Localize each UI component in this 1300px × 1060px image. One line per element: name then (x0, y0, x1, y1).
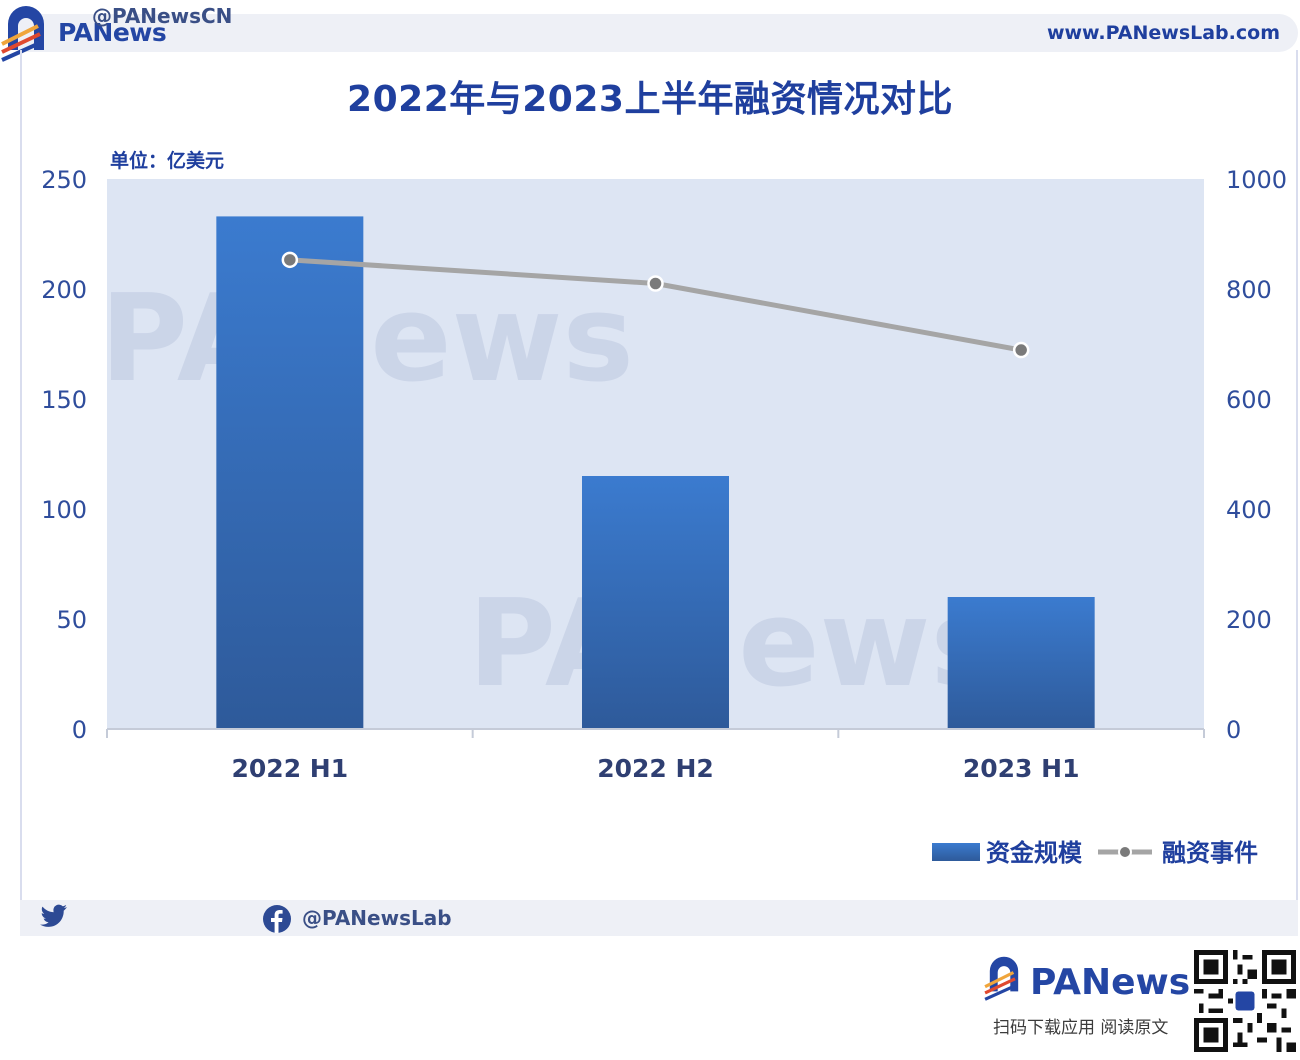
header-bar (18, 14, 1298, 52)
y-right-tick-label: 400 (1226, 496, 1272, 524)
facebook-icon[interactable] (262, 904, 292, 934)
x-category-label: 2022 H2 (597, 754, 714, 783)
footer-logo-news: News (1080, 962, 1191, 1003)
footer-logo-icon (984, 956, 1019, 1001)
unit-label: 单位：亿美元 (110, 150, 225, 172)
site-url[interactable]: www.PANewsLab.com (1046, 22, 1280, 44)
chart-title: 2022年与2023上半年融资情况对比 (347, 79, 953, 120)
bar-2022-h2 (582, 476, 729, 729)
y-right-tick-label: 200 (1226, 606, 1272, 634)
x-category-label: 2023 H1 (963, 754, 1080, 783)
qr-code-icon[interactable] (1194, 950, 1296, 1052)
y-right-tick-label: 800 (1226, 276, 1272, 304)
y-right-tick-label: 600 (1226, 386, 1272, 414)
panews-logo-icon (1, 6, 44, 62)
bar-2022-h1 (216, 216, 364, 729)
y-right-tick-label: 1000 (1226, 166, 1287, 194)
social-bar (20, 900, 1298, 936)
y-left-tick-label: 250 (41, 166, 87, 194)
legend-line-label: 融资事件 (1162, 839, 1258, 867)
line-point-2022-h1 (281, 251, 299, 269)
y-left-tick-label: 0 (72, 716, 87, 744)
brand-news: News (92, 18, 167, 47)
watermark-middle: PANews (468, 575, 1002, 714)
legend-line-marker (1118, 845, 1132, 859)
y-left-tick-label: 100 (41, 496, 87, 524)
facebook-handle[interactable]: @PANewsLab (302, 906, 452, 930)
twitter-icon[interactable] (38, 904, 68, 930)
footer-logo-text: PANews (1030, 962, 1190, 1003)
y-left-tick-label: 200 (41, 276, 87, 304)
footer-caption: 扫码下载应用 阅读原文 (993, 1018, 1169, 1038)
watermark-top: PANews (100, 270, 634, 409)
y-right-tick-label: 0 (1226, 716, 1241, 744)
legend-bar-swatch (932, 843, 980, 861)
twitter-handle[interactable]: @PANewsCN (92, 4, 233, 28)
bar-2023-h1 (947, 597, 1095, 729)
footer-logo-pa: PA (1030, 962, 1081, 1003)
brand-name: PANews (58, 18, 167, 47)
x-category-label: 2022 H1 (232, 754, 349, 783)
y-left-tick-label: 150 (41, 386, 87, 414)
y-left-tick-label: 50 (56, 606, 87, 634)
legend-bar-label: 资金规模 (986, 839, 1083, 867)
brand-pa: PA (58, 18, 93, 47)
line-point-2022-h2 (647, 275, 664, 292)
line-point-2023-h1 (1012, 341, 1030, 359)
